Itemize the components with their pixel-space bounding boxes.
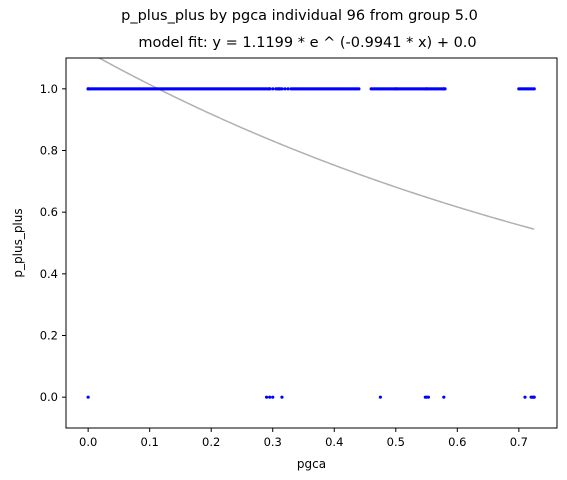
data-point: [280, 87, 284, 91]
y-tick-label: 0.6: [40, 205, 58, 219]
data-point: [286, 87, 290, 91]
data-point: [394, 87, 398, 91]
data-point: [523, 395, 527, 399]
data-point: [271, 87, 275, 91]
data-point: [532, 395, 536, 399]
data-point: [86, 395, 90, 399]
y-tick-label: 0.0: [40, 390, 58, 404]
data-point: [86, 87, 90, 91]
x-tick-label: 0.3: [264, 435, 282, 449]
y-tick-label: 0.4: [40, 267, 58, 281]
data-point: [532, 87, 536, 91]
data-point: [277, 87, 281, 91]
x-axis-label: pgca: [297, 457, 326, 471]
fit-curve: [97, 58, 535, 230]
data-point: [442, 395, 446, 399]
data-point: [442, 87, 446, 91]
y-tick-label: 0.8: [40, 144, 58, 158]
data-point: [424, 87, 429, 91]
data-point: [271, 395, 275, 399]
data-point: [378, 395, 383, 399]
x-tick-label: 0.2: [202, 435, 220, 449]
y-tick-label: 1.0: [40, 82, 58, 96]
x-tick-label: 0.6: [448, 435, 466, 449]
x-tick-label: 0.1: [141, 435, 159, 449]
chart-title: p_plus_plus by pgca individual 96 from g…: [121, 8, 478, 24]
x-tick-label: 0.7: [510, 435, 528, 449]
chart-subtitle: model fit: y = 1.1199 * e ^ (-0.9941 * x…: [138, 35, 477, 51]
x-tick-label: 0.4: [325, 435, 343, 449]
x-tick-label: 0.5: [387, 435, 405, 449]
data-point: [357, 87, 361, 91]
y-tick-label: 0.2: [40, 329, 58, 343]
data-point: [280, 395, 284, 399]
data-point: [268, 395, 272, 399]
data-point: [264, 395, 269, 399]
x-tick-label: 0.0: [79, 435, 97, 449]
data-point: [283, 87, 287, 91]
axes-frame: [65, 57, 558, 429]
data-point: [268, 87, 272, 91]
y-axis-label: p_plus_plus: [11, 208, 25, 277]
data-point: [426, 395, 430, 399]
